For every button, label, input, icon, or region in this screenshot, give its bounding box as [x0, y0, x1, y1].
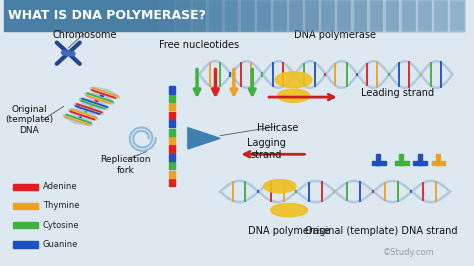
Ellipse shape — [275, 72, 312, 88]
Text: Adenine: Adenine — [43, 182, 78, 191]
Bar — [13, 241, 38, 248]
Bar — [222, 0, 240, 31]
Bar — [190, 0, 208, 31]
Bar — [395, 161, 409, 165]
Bar — [174, 0, 191, 31]
Bar — [372, 161, 386, 165]
Bar — [413, 161, 427, 165]
Bar — [13, 184, 38, 190]
Bar — [319, 0, 337, 31]
Text: Original (template) DNA strand: Original (template) DNA strand — [305, 226, 457, 236]
Text: Thymine: Thymine — [43, 201, 80, 210]
Bar — [170, 154, 175, 161]
Bar — [170, 171, 175, 178]
Text: DNA polymerase: DNA polymerase — [248, 226, 330, 236]
Bar — [303, 0, 320, 31]
Bar — [416, 0, 433, 31]
Bar — [376, 154, 380, 165]
Bar — [170, 120, 175, 127]
Text: Chromosome: Chromosome — [52, 30, 117, 40]
Bar — [170, 95, 175, 102]
Bar — [238, 0, 256, 31]
Bar — [436, 154, 440, 165]
Text: DNA polymerase: DNA polymerase — [294, 30, 376, 40]
Bar — [170, 128, 175, 136]
Bar — [170, 145, 175, 152]
Polygon shape — [188, 128, 220, 149]
Text: Leading strand: Leading strand — [361, 88, 434, 98]
Bar — [170, 137, 175, 144]
Bar — [170, 86, 175, 94]
Bar — [13, 222, 38, 228]
Bar — [418, 154, 421, 165]
Text: Helicase: Helicase — [257, 123, 298, 133]
Text: Free nucleotides: Free nucleotides — [159, 40, 239, 50]
Bar — [448, 0, 465, 31]
Ellipse shape — [271, 203, 308, 217]
Bar — [158, 0, 175, 31]
Bar — [170, 179, 175, 186]
Bar — [432, 0, 449, 31]
Bar — [367, 0, 385, 31]
Bar — [400, 154, 403, 165]
Bar — [170, 103, 175, 110]
Bar — [13, 203, 38, 209]
Bar — [335, 0, 353, 31]
Text: Cytosine: Cytosine — [43, 221, 80, 230]
Bar — [287, 0, 304, 31]
Bar — [206, 0, 224, 31]
Text: WHAT IS DNA POLYMERASE?: WHAT IS DNA POLYMERASE? — [9, 9, 207, 22]
Ellipse shape — [278, 89, 310, 102]
Bar — [432, 161, 446, 165]
Text: Guanine: Guanine — [43, 240, 78, 249]
Bar — [383, 0, 401, 31]
Bar — [142, 0, 159, 31]
Ellipse shape — [264, 180, 296, 193]
Bar — [170, 112, 175, 119]
Bar — [255, 0, 272, 31]
Text: ©Study.com: ©Study.com — [383, 248, 435, 257]
Bar — [351, 0, 369, 31]
Bar — [271, 0, 288, 31]
Bar — [170, 162, 175, 169]
Text: Original
(template)
DNA: Original (template) DNA — [5, 105, 53, 135]
Text: Lagging
strand: Lagging strand — [246, 138, 285, 160]
Text: Replication
fork: Replication fork — [100, 155, 151, 174]
Bar — [4, 0, 464, 31]
Bar — [400, 0, 417, 31]
